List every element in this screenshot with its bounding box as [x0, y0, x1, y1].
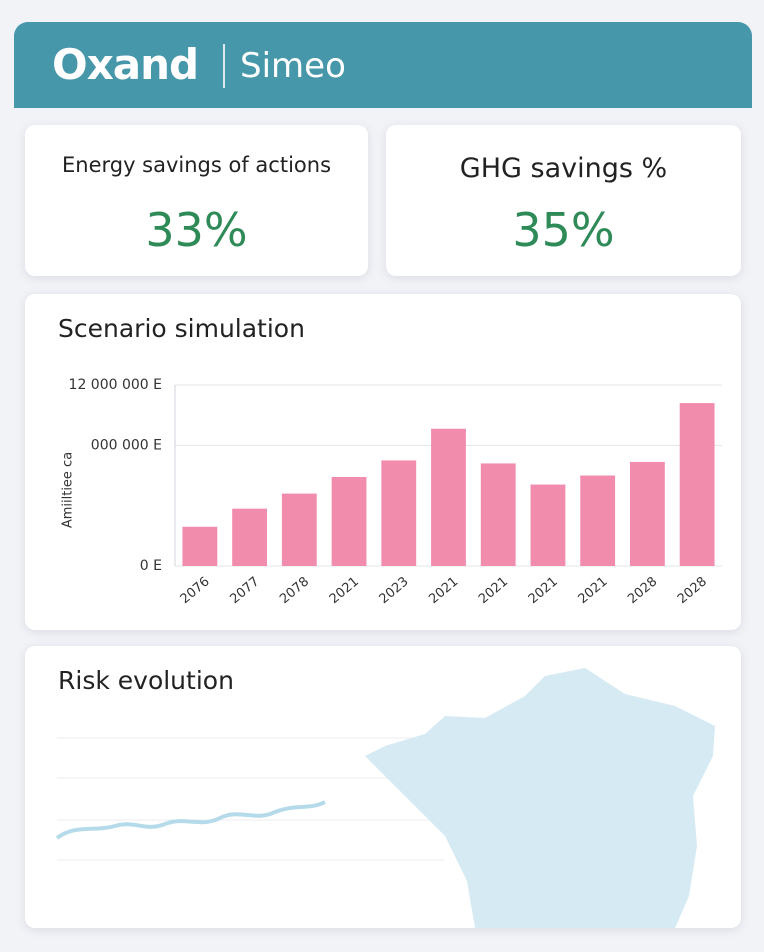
x-tick-label: 2021 [327, 574, 362, 607]
chart-title: Scenario simulation [58, 314, 305, 343]
kpi-label: GHG savings % [459, 153, 668, 184]
bar [281, 493, 317, 566]
bar [331, 477, 367, 566]
kpi-value: 35% [512, 203, 615, 257]
x-tick-label: 2078 [277, 574, 312, 607]
bar [630, 461, 665, 566]
x-tick-label: 2021 [476, 574, 511, 607]
risk-graphic [55, 668, 715, 928]
product: Simeo [240, 46, 346, 86]
kpi-card: Energy savings of actions 33% [25, 125, 368, 276]
x-tick-label: 2077 [227, 574, 262, 607]
bar [381, 460, 417, 566]
chart: Amiiltiee ca 0 E 000 000 E 12 000 000 E 207… [61, 377, 722, 607]
risk-card: Risk evolution [25, 646, 741, 928]
bar [580, 475, 616, 566]
kpi-label: Energy savings of actions [61, 153, 332, 177]
header: Oxand Simeo [14, 22, 752, 108]
x-tick-label: 2028 [625, 574, 660, 607]
bar [182, 526, 218, 566]
bar [679, 403, 715, 566]
risk-line [55, 800, 326, 840]
y-tick-label: 12 000 000 E [69, 377, 162, 393]
kpi-card: GHG savings % 35% [386, 125, 741, 276]
x-tick-label: 2021 [526, 574, 561, 607]
bar [530, 484, 566, 566]
y-axis-label: Amiiltiee ca [61, 452, 76, 528]
separator [223, 44, 225, 88]
x-tick-label: 2021 [426, 574, 461, 607]
risk-grid [57, 737, 445, 861]
x-tick-label: 2023 [377, 574, 412, 607]
x-tick-label: 2021 [576, 574, 611, 607]
x-tick-label: 2076 [178, 574, 213, 607]
map [365, 668, 715, 928]
x-tick-label: 2028 [675, 574, 710, 607]
brand: Oxand [52, 40, 199, 89]
y-tick-label: 000 000 E [91, 437, 162, 453]
risk-title: Risk evolution [58, 666, 234, 695]
y-tick-label: 0 E [140, 558, 162, 574]
bar [431, 428, 466, 566]
chart-card: Scenario simulation Amiiltiee ca 0 E 000 … [25, 294, 741, 630]
bar [480, 463, 516, 566]
bar [232, 508, 267, 566]
kpi-value: 33% [145, 203, 248, 257]
